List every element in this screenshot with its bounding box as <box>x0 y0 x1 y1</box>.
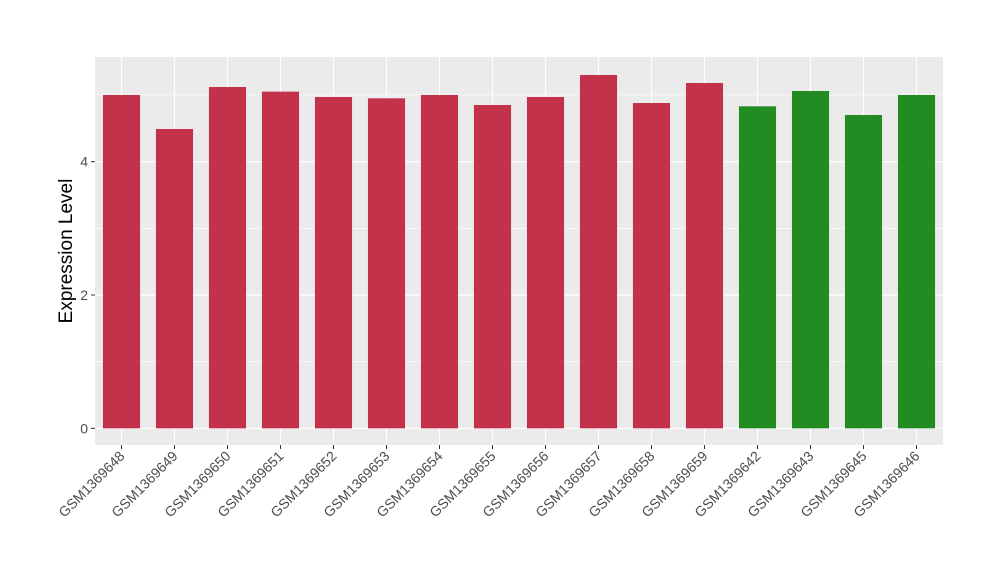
y-tick-label: 0 <box>80 420 88 436</box>
bar <box>102 95 141 429</box>
y-axis-label: Expression Level <box>56 179 77 324</box>
bar <box>314 97 353 429</box>
bar <box>420 95 459 429</box>
y-tick-label: 2 <box>80 287 88 303</box>
bar <box>261 91 300 429</box>
bar <box>155 129 194 429</box>
bar <box>738 106 777 429</box>
bar <box>526 97 565 429</box>
bar <box>367 98 406 429</box>
bar <box>208 87 247 429</box>
bar <box>844 115 883 429</box>
y-tick-label: 4 <box>80 154 88 170</box>
bar <box>897 95 936 429</box>
bar <box>791 91 830 429</box>
bar <box>473 105 512 429</box>
bar <box>632 103 671 429</box>
bar <box>685 83 724 429</box>
bar <box>579 75 618 429</box>
